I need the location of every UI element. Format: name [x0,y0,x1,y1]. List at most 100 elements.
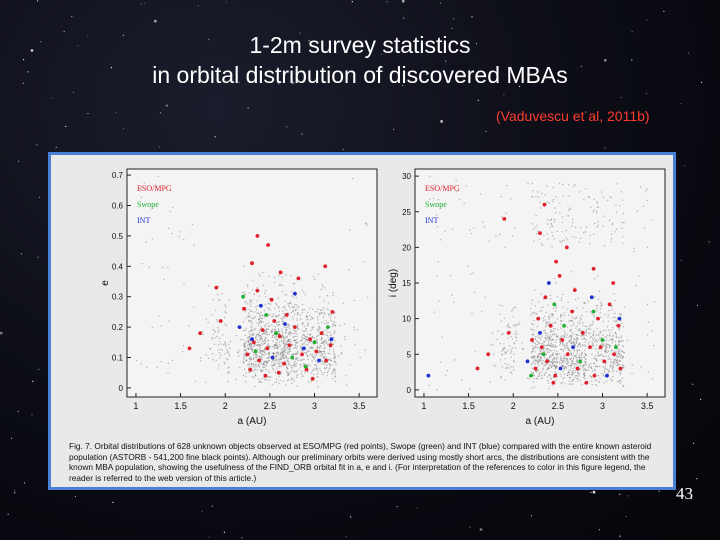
background-point [568,374,570,376]
background-point [332,291,334,294]
background-point [594,379,596,381]
background-point [579,320,581,322]
background-point [463,202,465,204]
data-point-esompg [293,325,297,329]
background-point [316,347,318,349]
data-point-esompg [287,343,292,348]
star [590,491,592,494]
background-point [510,366,512,368]
background-point [304,293,307,296]
background-point [621,377,624,379]
data-point-esompg [319,331,324,336]
background-point [260,355,263,357]
background-point [323,356,325,358]
star [0,331,3,335]
background-point [293,306,295,308]
background-point [590,380,593,382]
background-point [251,299,253,302]
background-point [607,314,609,316]
background-point [334,357,336,359]
background-point [319,296,321,298]
y-tick-label: 0.4 [112,262,124,271]
background-point [595,212,598,214]
background-point [244,329,246,331]
background-point [323,322,325,325]
background-point [585,369,587,371]
background-point [303,342,305,344]
background-point [168,227,170,230]
background-point [332,294,334,296]
background-point [533,360,535,362]
background-point [324,340,326,342]
background-point [500,196,502,198]
background-point [592,320,594,323]
background-point [248,338,250,340]
data-point-esompg [545,359,549,364]
background-point [348,268,350,271]
background-point [593,314,595,316]
background-point [577,297,580,299]
background-point [281,354,283,356]
background-point [311,326,313,329]
background-point [612,327,614,329]
background-point [253,368,256,370]
background-point [535,232,538,235]
background-point [251,329,254,331]
background-point [536,224,538,227]
background-point [266,307,269,309]
background-point [223,361,225,364]
background-point [334,372,336,374]
background-point [294,347,297,349]
background-point [651,219,653,221]
background-point [296,313,299,316]
background-point [566,326,568,328]
background-point [603,370,606,372]
background-point [207,357,210,359]
background-point [571,319,573,322]
background-point [258,362,261,365]
background-point [247,347,249,349]
background-point [281,328,283,330]
background-point [326,364,328,366]
background-point [554,368,557,370]
data-point-esompg [542,202,547,207]
data-point-esompg [611,281,616,285]
background-point [245,375,247,378]
background-point [602,225,604,227]
background-point [576,357,578,359]
background-point [280,351,282,353]
background-point [561,221,563,224]
background-point [566,359,568,361]
background-point [515,330,517,333]
background-point [330,341,332,343]
background-point [254,328,257,330]
background-point [323,371,326,374]
background-point [428,384,430,387]
background-point [291,325,294,327]
background-point [615,359,618,361]
background-point [601,304,603,307]
background-point [227,343,230,345]
data-point-esompg [616,323,621,328]
background-point [444,374,447,376]
background-point [259,330,261,332]
background-point [566,308,569,310]
data-point-esompg [560,338,565,342]
background-point [646,303,649,306]
background-point [612,339,614,342]
background-point [545,324,548,327]
background-point [262,321,264,323]
background-point [570,366,572,368]
background-point [620,354,623,357]
background-point [225,306,227,308]
background-point [537,336,539,338]
background-point [253,345,255,347]
background-point [549,330,552,333]
background-point [220,354,222,356]
background-point [647,321,650,323]
background-point [259,313,261,315]
background-point [618,313,621,315]
background-point [531,350,533,353]
background-point [580,335,582,337]
background-point [295,365,297,367]
